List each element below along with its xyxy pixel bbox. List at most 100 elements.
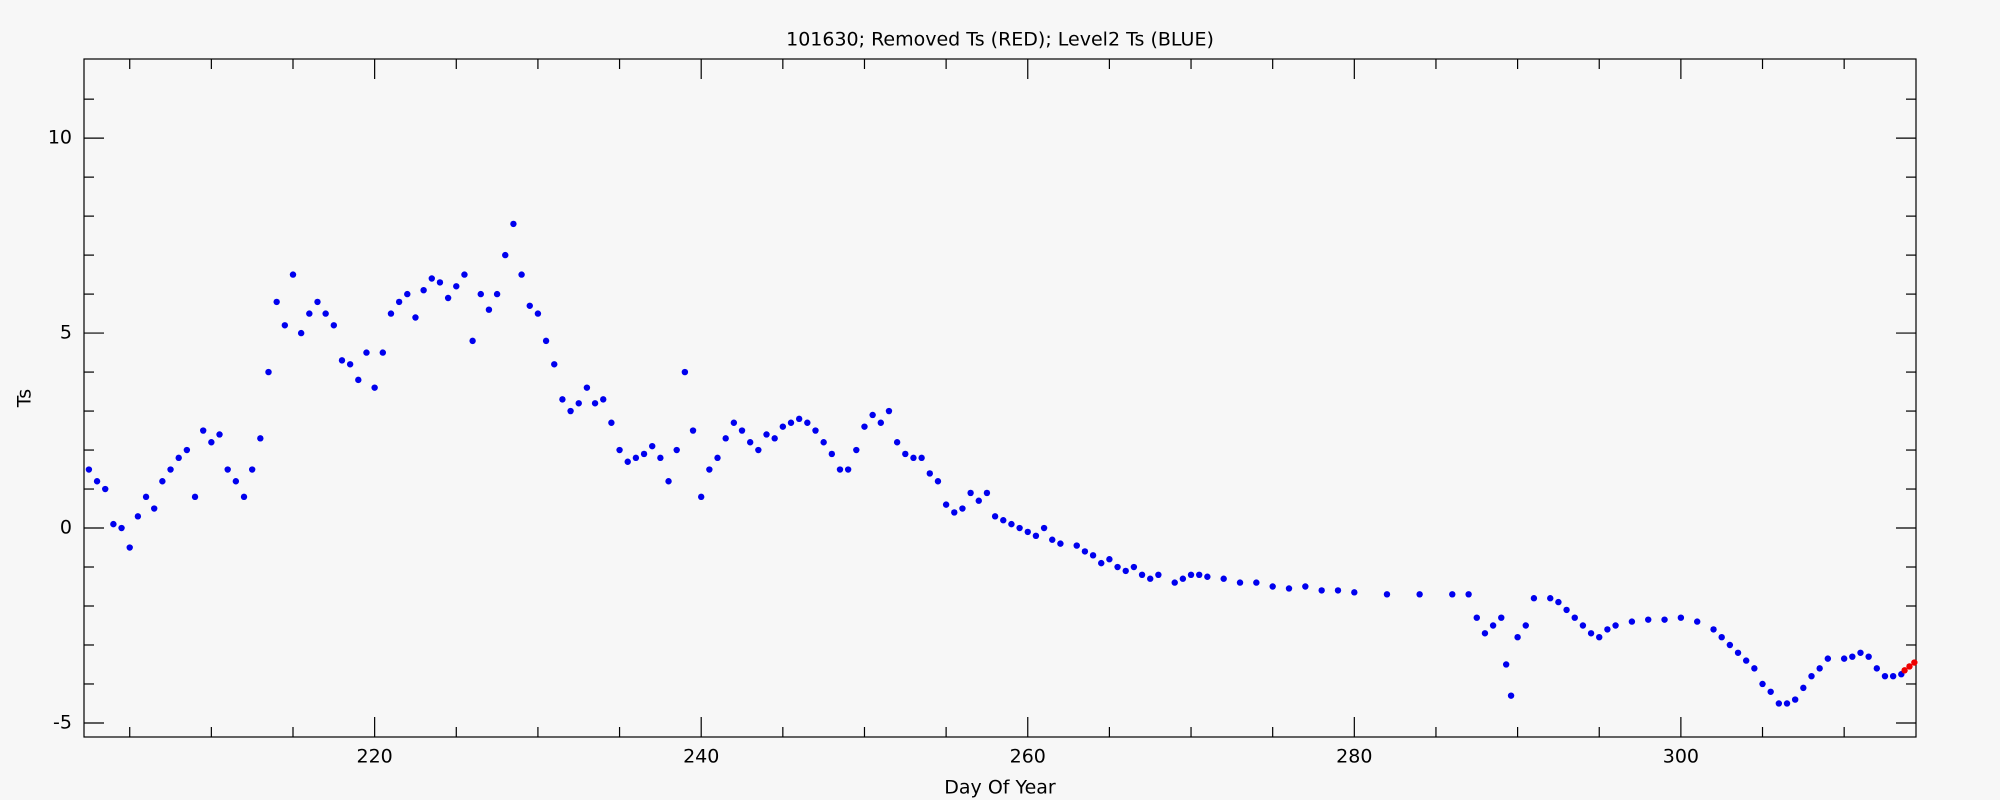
data-point xyxy=(1196,571,1203,579)
y-tick-label: 5 xyxy=(60,322,72,344)
data-point xyxy=(1824,655,1832,662)
x-axis-label: Day Of Year xyxy=(944,777,1056,799)
data-point xyxy=(910,454,917,462)
data-point xyxy=(567,407,574,415)
data-point xyxy=(1873,665,1881,672)
data-point xyxy=(330,322,338,329)
data-point xyxy=(1147,575,1154,582)
data-point xyxy=(991,513,999,520)
data-point xyxy=(420,286,427,294)
data-point xyxy=(1840,655,1848,662)
data-point xyxy=(1057,540,1064,547)
data-point xyxy=(1253,579,1260,586)
data-point xyxy=(1000,517,1007,524)
data-point xyxy=(510,220,517,228)
data-point xyxy=(453,283,460,290)
data-point xyxy=(1204,573,1211,580)
data-point xyxy=(208,439,215,446)
data-point xyxy=(1718,633,1725,641)
data-point xyxy=(1383,591,1391,598)
data-point xyxy=(600,396,607,403)
data-point xyxy=(869,411,876,419)
data-point xyxy=(1507,692,1515,699)
data-point xyxy=(1808,672,1815,680)
data-point xyxy=(1734,649,1742,656)
data-point xyxy=(551,361,558,368)
data-point xyxy=(885,407,893,415)
data-point xyxy=(1032,532,1040,540)
data-point xyxy=(1800,684,1807,692)
data-point xyxy=(959,505,966,512)
data-point xyxy=(110,520,117,528)
data-point xyxy=(191,493,199,501)
data-point xyxy=(1901,667,1908,674)
data-point xyxy=(1040,524,1048,532)
data-point xyxy=(1759,680,1766,688)
data-point xyxy=(1498,614,1505,621)
data-point xyxy=(526,302,533,309)
data-point xyxy=(265,368,272,376)
data-point xyxy=(1187,571,1195,579)
data-point xyxy=(975,497,982,504)
data-point xyxy=(812,427,819,434)
data-point xyxy=(1269,583,1276,590)
data-point xyxy=(1911,659,1918,666)
data-point xyxy=(436,279,444,286)
data-point xyxy=(297,329,305,337)
data-point xyxy=(1881,672,1889,680)
data-point xyxy=(1302,583,1309,590)
data-point xyxy=(142,493,150,501)
data-point xyxy=(1783,700,1791,707)
data-point xyxy=(355,376,362,384)
data-point xyxy=(559,396,566,403)
data-point xyxy=(681,368,689,376)
data-point xyxy=(542,337,550,345)
data-point xyxy=(493,290,501,298)
data-point xyxy=(697,493,705,501)
data-point xyxy=(1775,700,1783,707)
data-point xyxy=(159,478,166,485)
data-point xyxy=(844,466,852,473)
data-point xyxy=(575,400,582,407)
data-point xyxy=(314,298,321,306)
x-tick-label: 300 xyxy=(1663,746,1699,768)
data-point xyxy=(1098,559,1105,567)
data-point xyxy=(1857,649,1864,656)
data-point xyxy=(151,505,158,512)
data-point xyxy=(934,478,942,485)
data-point xyxy=(183,446,191,454)
data-point xyxy=(1710,626,1717,633)
x-tick-label: 280 xyxy=(1336,746,1372,768)
data-point xyxy=(1049,536,1056,543)
data-point xyxy=(967,489,974,497)
data-point xyxy=(232,478,240,485)
data-point xyxy=(738,427,746,434)
data-point xyxy=(877,419,885,426)
data-point xyxy=(1489,622,1497,629)
data-point xyxy=(1604,626,1611,633)
data-point xyxy=(616,446,623,454)
data-point xyxy=(836,466,844,473)
data-point xyxy=(1481,630,1489,637)
data-point xyxy=(257,435,264,442)
data-point xyxy=(1155,571,1162,579)
data-point xyxy=(1816,665,1823,672)
data-point xyxy=(281,322,289,329)
data-point xyxy=(118,524,125,532)
data-point xyxy=(1563,606,1570,614)
data-point xyxy=(248,466,256,473)
data-point xyxy=(461,271,468,278)
data-point xyxy=(1122,567,1129,575)
data-point xyxy=(591,400,599,407)
data-point xyxy=(1677,614,1685,621)
data-point xyxy=(518,271,525,278)
data-point xyxy=(412,314,419,321)
data-point xyxy=(1571,614,1578,621)
data-point xyxy=(1751,665,1758,672)
data-point xyxy=(338,357,346,364)
data-point xyxy=(1849,653,1856,660)
data-point xyxy=(1547,595,1554,602)
data-point xyxy=(1596,633,1603,641)
data-point xyxy=(918,454,925,462)
